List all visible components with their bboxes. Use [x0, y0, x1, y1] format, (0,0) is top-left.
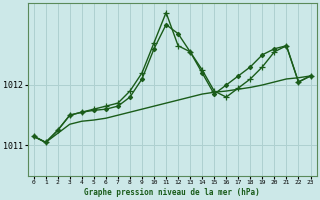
X-axis label: Graphe pression niveau de la mer (hPa): Graphe pression niveau de la mer (hPa): [84, 188, 260, 197]
